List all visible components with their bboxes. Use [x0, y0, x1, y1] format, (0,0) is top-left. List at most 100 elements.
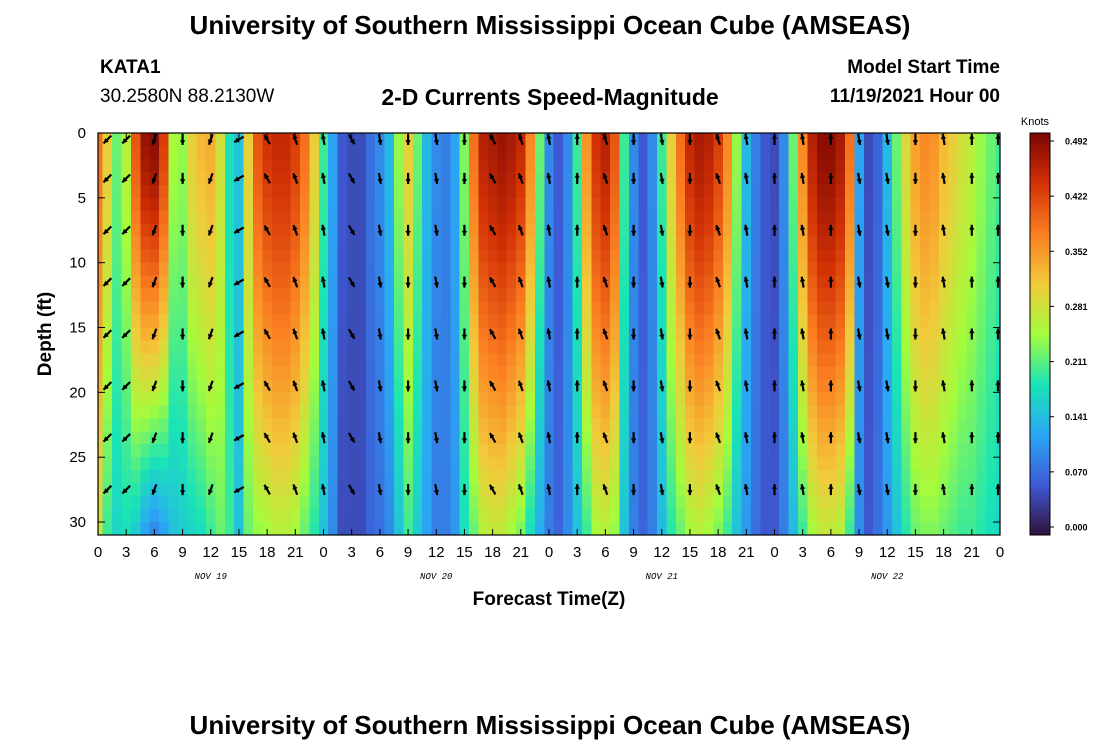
heat-cell — [262, 366, 273, 380]
heat-cell — [910, 184, 921, 199]
heat-cell — [581, 340, 592, 355]
current-arrow — [151, 172, 158, 184]
heat-cell — [497, 249, 508, 264]
heat-cell — [863, 444, 874, 458]
arrow-head — [884, 386, 890, 392]
heat-cell — [704, 496, 715, 510]
heat-cell — [309, 223, 320, 238]
arrow-head — [630, 179, 637, 184]
heat-cell — [741, 184, 752, 199]
heat-cell — [976, 496, 987, 510]
heat-cell — [206, 366, 217, 380]
heat-cell — [525, 522, 536, 536]
arrow-head — [349, 488, 355, 495]
heat-cell — [835, 301, 846, 316]
heat-cell — [704, 379, 715, 393]
heat-cell — [751, 457, 762, 471]
heat-cell — [140, 522, 151, 536]
heat-cell — [534, 353, 545, 368]
heat-cell — [713, 314, 724, 329]
current-arrow — [743, 224, 749, 236]
heat-cell — [807, 301, 818, 316]
heat-cell — [985, 483, 996, 497]
current-arrow — [433, 484, 439, 496]
heat-cell — [957, 210, 968, 225]
heat-cell — [253, 236, 264, 251]
current-arrow — [743, 432, 749, 444]
heat-cell — [459, 353, 470, 368]
heat-cell — [675, 483, 686, 497]
heat-cell — [995, 314, 1001, 329]
heat-cell — [440, 210, 451, 225]
heat-cell — [215, 301, 226, 316]
heat-cell — [948, 496, 959, 510]
heat-cell — [290, 522, 301, 536]
heat-cell — [497, 236, 508, 251]
heat-cell — [253, 158, 264, 173]
heat-cell — [572, 210, 583, 225]
heat-cell — [102, 353, 113, 368]
heat-cell — [722, 223, 733, 238]
heat-cell — [957, 405, 968, 419]
heat-cell — [337, 496, 348, 510]
current-arrow — [715, 172, 722, 184]
heat-cell — [581, 184, 592, 199]
arrow-head — [995, 380, 1001, 386]
heat-cell — [891, 353, 902, 368]
current-arrow — [517, 380, 524, 392]
heat-cell — [619, 509, 630, 523]
heat-cell — [610, 145, 621, 160]
arrow-head — [122, 138, 128, 144]
heat-cell — [807, 457, 818, 471]
heat-cell — [431, 405, 442, 419]
heat-cell — [393, 444, 404, 458]
heat-cell — [675, 288, 686, 303]
current-arrow — [207, 380, 214, 392]
heat-cell — [328, 158, 339, 173]
heat-cell — [600, 236, 611, 251]
heat-cell — [779, 431, 790, 445]
current-arrow — [715, 328, 722, 340]
heat-cell — [450, 210, 461, 225]
arrow-head — [743, 173, 749, 179]
arrow-head — [377, 386, 383, 392]
heat-cell — [844, 353, 855, 368]
heat-cell — [694, 275, 705, 290]
heat-cell — [393, 470, 404, 484]
heat-cell — [271, 496, 282, 510]
current-arrow — [263, 276, 271, 288]
heat-cell — [215, 158, 226, 173]
arrow-head — [208, 178, 213, 184]
current-arrow — [771, 328, 778, 340]
heat-cell — [779, 223, 790, 238]
heat-cell — [196, 392, 207, 406]
heat-cell — [844, 366, 855, 380]
heat-cell — [149, 418, 160, 432]
heat-cell — [215, 262, 226, 277]
heat-cell — [619, 327, 630, 342]
heat-cell — [628, 197, 639, 212]
current-arrow — [151, 380, 158, 392]
heat-cell — [187, 444, 198, 458]
heat-cell — [328, 470, 339, 484]
heat-cell — [769, 470, 780, 484]
heat-cell — [384, 405, 395, 419]
heat-cell — [760, 145, 771, 160]
heat-cell — [215, 223, 226, 238]
heat-cell — [516, 288, 527, 303]
heat-cell — [591, 431, 602, 445]
heat-cell — [412, 431, 423, 445]
heat-cell — [478, 353, 489, 368]
heat-cell — [610, 301, 621, 316]
heat-cell — [722, 418, 733, 432]
heat-cell — [440, 353, 451, 368]
heat-cell — [121, 496, 132, 510]
heat-cell — [497, 301, 508, 316]
heat-cell — [722, 184, 733, 199]
heat-cell — [816, 301, 827, 316]
heat-cell — [215, 470, 226, 484]
current-arrow — [405, 328, 411, 340]
heat-cell — [816, 366, 827, 380]
x-tick-label: 15 — [907, 544, 924, 561]
heat-cell — [177, 236, 188, 251]
